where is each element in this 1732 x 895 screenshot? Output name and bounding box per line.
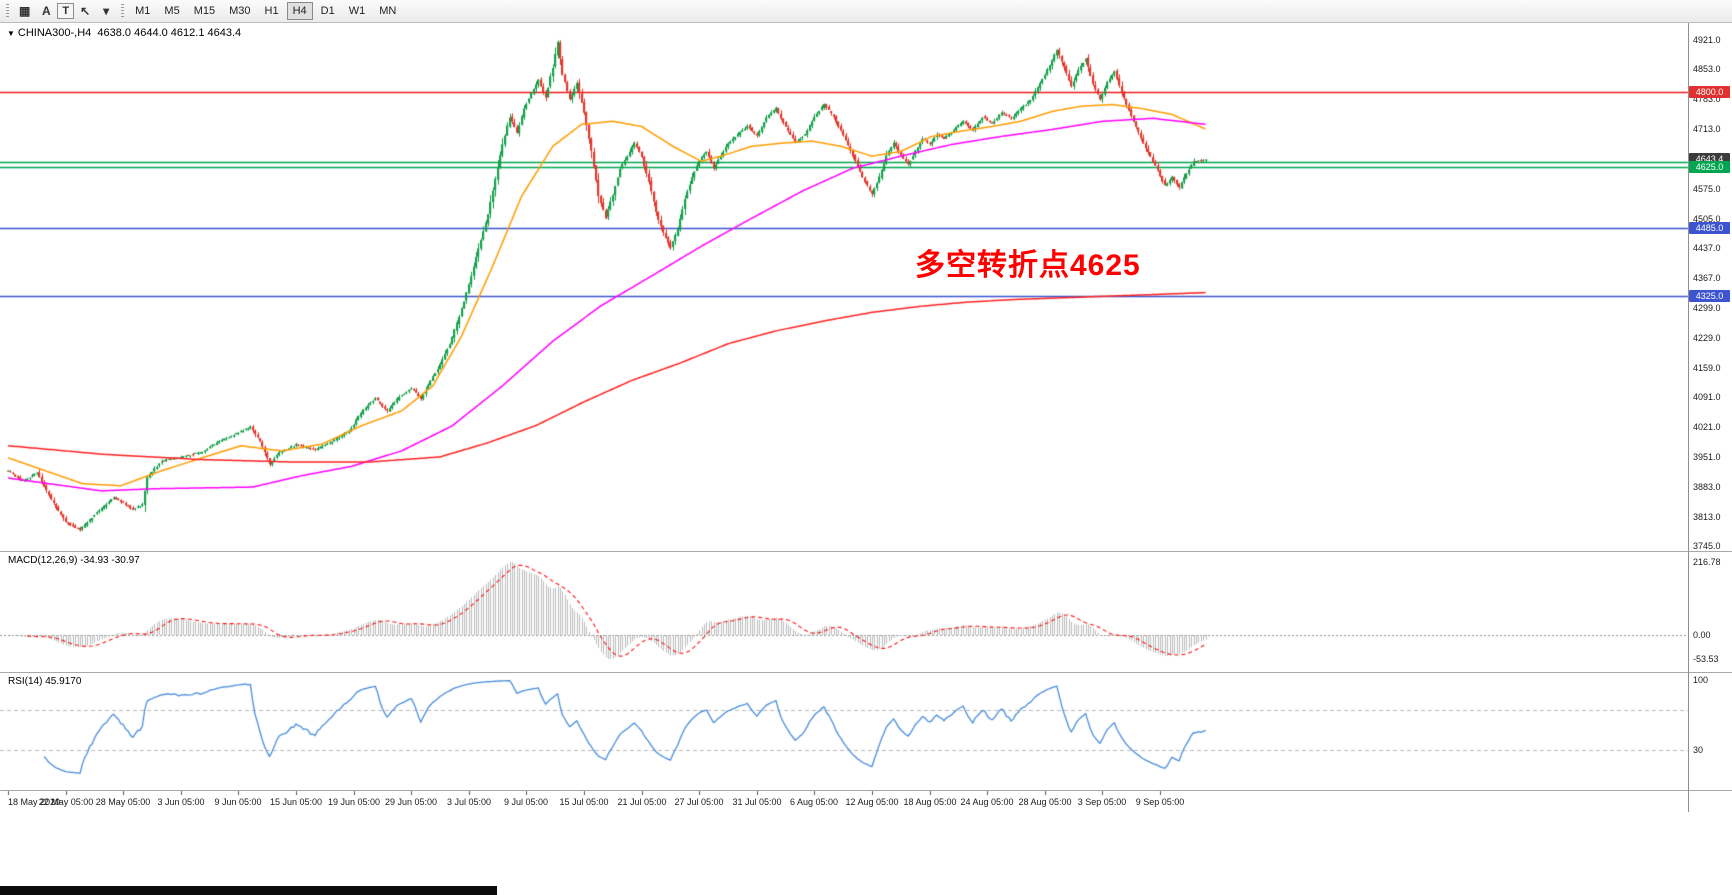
timeframe-group: M1 M5 M15 M30 H1 H4 D1 W1 MN xyxy=(129,2,402,20)
timeframe-button-M5[interactable]: M5 xyxy=(158,2,185,20)
timeframe-button-MN[interactable]: MN xyxy=(373,2,402,20)
timeframe-button-W1[interactable]: W1 xyxy=(343,2,372,20)
drawing-tools-group: ▦ A T ↖ ▾ xyxy=(14,2,116,21)
cursor-select-icon[interactable]: ↖ xyxy=(75,2,95,21)
timeframe-button-M30[interactable]: M30 xyxy=(223,2,256,20)
chart-grid-icon[interactable]: ▦ xyxy=(14,2,35,21)
toolbar-drag-handle[interactable] xyxy=(6,3,9,19)
text-box-icon[interactable]: T xyxy=(57,3,75,19)
timeframe-button-M1[interactable]: M1 xyxy=(129,2,156,20)
text-annotate-icon[interactable]: A xyxy=(36,2,56,21)
timeframe-button-M15[interactable]: M15 xyxy=(188,2,221,20)
timeframe-button-H1[interactable]: H1 xyxy=(259,2,285,20)
toolbar: ▦ A T ↖ ▾ M1 M5 M15 M30 H1 H4 D1 W1 MN xyxy=(0,0,1732,23)
timeframe-button-D1[interactable]: D1 xyxy=(315,2,341,20)
timeframe-toolbar-drag-handle[interactable] xyxy=(121,3,125,19)
timeframe-button-H4[interactable]: H4 xyxy=(286,2,313,20)
cursor-dropdown-icon[interactable]: ▾ xyxy=(96,2,116,21)
